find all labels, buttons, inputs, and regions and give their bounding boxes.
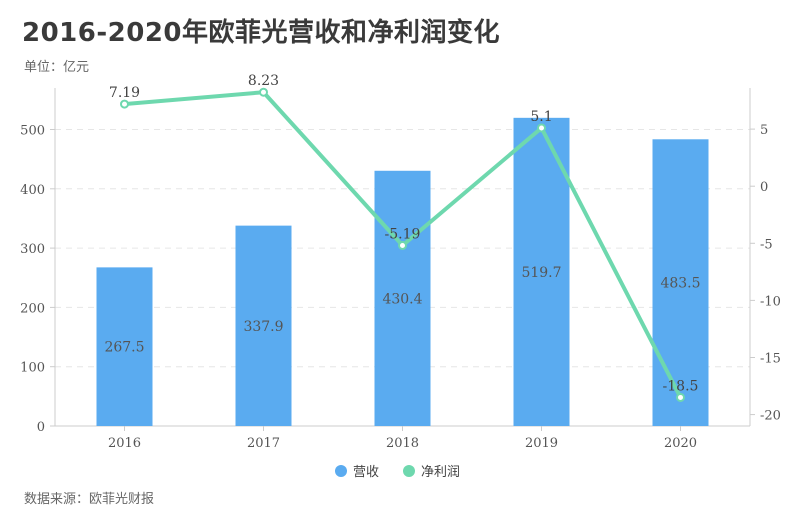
legend-line-marker (403, 465, 415, 477)
bar-value-label: 337.9 (243, 319, 283, 335)
right-tick-label: -15 (760, 351, 781, 366)
legend-bar-label: 营收 (353, 465, 379, 480)
unit-label: 单位：亿元 (24, 60, 90, 75)
profit-point (537, 123, 546, 133)
chart-title: 2016-2020年欧菲光营收和净利润变化 (22, 18, 501, 48)
x-tick-label: 2018 (386, 436, 419, 451)
bar (235, 225, 292, 426)
right-tick-label: -10 (760, 294, 781, 309)
right-tick-label: 0 (760, 180, 768, 195)
left-tick-label: 500 (20, 124, 45, 139)
x-tick-label: 2016 (108, 436, 141, 451)
legend-line-label: 净利润 (421, 465, 460, 480)
source-label: 数据来源：欧菲光财报 (24, 492, 155, 507)
profit-point (120, 99, 129, 109)
profit-point (398, 240, 407, 250)
left-tick-label: 200 (20, 301, 45, 316)
left-tick-label: 0 (37, 420, 45, 435)
legend-bar-marker (335, 465, 347, 477)
profit-value-label: 8.23 (248, 73, 279, 89)
profit-value-label: -5.19 (385, 226, 421, 242)
right-tick-label: -20 (760, 409, 781, 424)
bar-value-label: 430.4 (382, 291, 422, 307)
bar (652, 139, 709, 427)
bar (374, 170, 431, 426)
bar-value-label: 519.7 (521, 265, 561, 281)
bar (513, 117, 570, 426)
profit-value-label: 5.1 (530, 109, 552, 125)
right-tick-label: 5 (760, 123, 768, 138)
x-tick-label: 2017 (247, 436, 280, 451)
x-tick-label: 2020 (664, 436, 697, 451)
right-tick-label: -5 (760, 237, 773, 252)
profit-point (676, 392, 685, 402)
bar-value-label: 483.5 (660, 276, 700, 292)
bar (96, 267, 153, 426)
left-tick-label: 300 (20, 242, 45, 257)
bar-value-label: 267.5 (104, 340, 144, 356)
left-tick-label: 100 (20, 361, 45, 376)
profit-value-label: -18.5 (663, 378, 699, 394)
profit-point (259, 87, 268, 97)
x-tick-label: 2019 (525, 436, 558, 451)
profit-value-label: 7.19 (109, 85, 140, 101)
left-tick-label: 400 (20, 183, 45, 198)
